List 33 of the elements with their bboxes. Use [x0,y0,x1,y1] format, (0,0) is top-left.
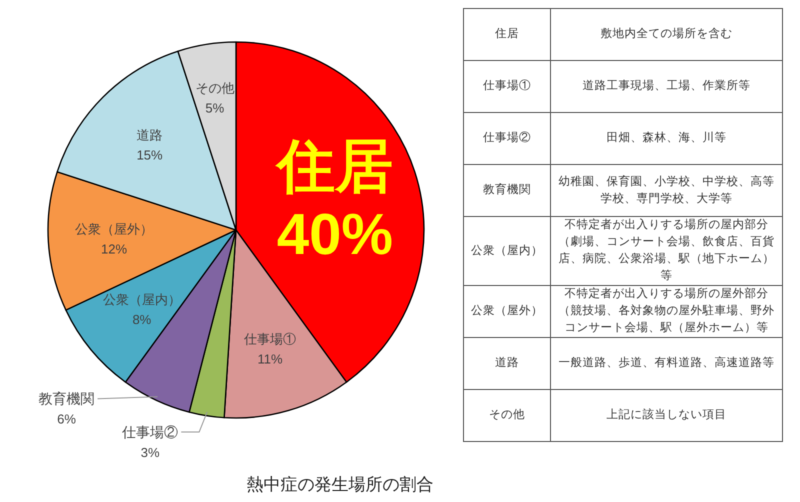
slice-label: 住居 [274,134,393,199]
slice-label: 教育機関 [38,390,95,407]
text: 田畑、森林、海、川等 [550,112,782,164]
slice-label: 公衆（屋内） [102,292,181,307]
text: 不特定者が出入りする場所の屋内部分（劇場、コンサート会場、飲食店、百貨店、病院、公衆浴場、駅（地下ホーム）等 [550,216,782,286]
text: 一般道路、歩道、有料道路、高速道路等 [550,338,782,390]
data-label: 8% [132,312,152,327]
category-label: 公衆（屋内） [464,216,550,286]
data-label: 40% [276,202,394,267]
slice-label: 公衆（屋外） [75,222,154,237]
data-label: 6% [57,412,76,427]
category-label: 仕事場① [464,60,550,112]
data-label: 11% [258,351,284,366]
category-label: 公衆（屋外） [464,286,550,338]
text: 道路工事現場、工場、作業所等 [550,60,782,112]
text: 上記に該当しない項目 [550,390,782,442]
data-label: 3% [140,444,160,460]
slice-label: 道路 [136,128,163,143]
slice-label: 仕事場② [121,424,178,440]
text: 熱中症の発生場所の割合 [246,475,434,494]
slice-label: その他 [195,80,234,96]
data-label: 12% [101,242,128,257]
category-label: その他 [464,390,550,442]
slice-label: 仕事場① [243,331,296,346]
category-label: 住居 [464,8,550,60]
category-label: 仕事場② [464,112,550,164]
category-label: 道路 [464,338,550,390]
data-label: 5% [205,100,225,116]
data-label: 15% [136,148,164,163]
text: 幼稚園、保育園、小学校、中学校、高等学校、専門学校、大学等 [550,164,782,216]
text: 敷地内全ての場所を含む [550,8,782,60]
text: 不特定者が出入りする場所の屋外部分（競技場、各対象物の屋外駐車場、野外コンサート会場、駅（屋外ホーム）等 [550,286,782,338]
category-label: 教育機関 [464,164,550,216]
